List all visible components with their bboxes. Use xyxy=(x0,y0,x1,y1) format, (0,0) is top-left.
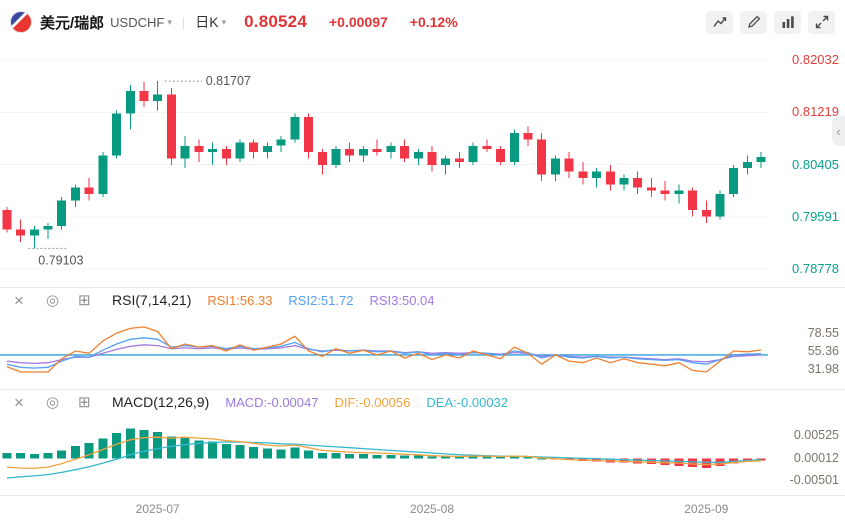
rsi2-value: RSI2:51.72 xyxy=(288,292,354,308)
timeframe-label: 日K xyxy=(195,14,219,30)
dea-value: DEA:-0.00032 xyxy=(426,394,509,410)
rsi3-value: RSI3:50.04 xyxy=(369,292,435,308)
fullscreen-icon xyxy=(815,15,828,29)
pair-name: 美元/瑞郎 xyxy=(40,14,105,32)
panel-divider xyxy=(0,287,845,288)
price-change: +0.00097 xyxy=(329,14,388,30)
pencil-icon xyxy=(747,15,760,28)
add-icon[interactable]: ⊞ xyxy=(78,291,91,309)
collapse-panel-handle[interactable]: ‹ xyxy=(832,116,845,146)
panel-divider xyxy=(0,495,845,496)
last-price: 0.80524 xyxy=(244,12,307,31)
settings-icon[interactable]: ◎ xyxy=(46,291,60,309)
rsi-chart[interactable] xyxy=(0,312,845,390)
chevron-down-icon: ▾ xyxy=(221,16,227,27)
settings-icon[interactable]: ◎ xyxy=(46,393,60,411)
macd-chart[interactable] xyxy=(0,416,845,494)
indicator-settings-button[interactable] xyxy=(774,10,801,34)
pair-flag-icon xyxy=(10,11,32,33)
indicator-bars-icon xyxy=(782,16,794,28)
macd-header: × ◎ ⊞ MACD(12,26,9) MACD:-0.00047 DIF:-0… xyxy=(0,390,845,414)
pair-selector[interactable]: USDCHF ▾ xyxy=(104,15,172,30)
macd-title: MACD(12,26,9) xyxy=(112,394,210,410)
panel-divider xyxy=(0,389,845,390)
chevron-down-icon: ▾ xyxy=(167,16,172,27)
macd-value: MACD:-0.00047 xyxy=(225,394,319,410)
header-bar: 美元/瑞郎 USDCHF ▾ | 日K ▾ 0.80524 +0.00097 +… xyxy=(0,0,845,44)
date-axis-label: 2025-09 xyxy=(684,502,729,516)
candlestick-chart[interactable]: 0.81707 0.79103 xyxy=(0,44,845,288)
draw-tools-button[interactable] xyxy=(740,10,767,34)
svg-text:0.81707: 0.81707 xyxy=(206,74,251,88)
chart-toolbar xyxy=(706,10,835,34)
date-axis-label: 2025-08 xyxy=(409,502,455,516)
header-divider: | xyxy=(181,14,186,30)
fullscreen-button[interactable] xyxy=(808,10,835,34)
timeframe-selector[interactable]: 日K ▾ xyxy=(195,12,226,32)
add-icon[interactable]: ⊞ xyxy=(78,393,91,411)
rsi-title: RSI(7,14,21) xyxy=(112,292,192,308)
pair-code-label: USDCHF xyxy=(110,14,165,30)
rsi-header: × ◎ ⊞ RSI(7,14,21) RSI1:56.33 RSI2:51.72… xyxy=(0,288,845,312)
close-icon[interactable]: × xyxy=(14,290,24,310)
save-chart-button[interactable] xyxy=(706,10,733,34)
save-chart-icon xyxy=(712,17,726,27)
svg-text:0.79103: 0.79103 xyxy=(38,253,83,267)
close-icon[interactable]: × xyxy=(14,392,24,412)
dif-value: DIF:-0.00056 xyxy=(334,394,411,410)
price-change-percent: +0.12% xyxy=(409,14,458,30)
date-axis-label: 2025-07 xyxy=(135,502,180,516)
rsi1-value: RSI1:56.33 xyxy=(207,292,273,308)
